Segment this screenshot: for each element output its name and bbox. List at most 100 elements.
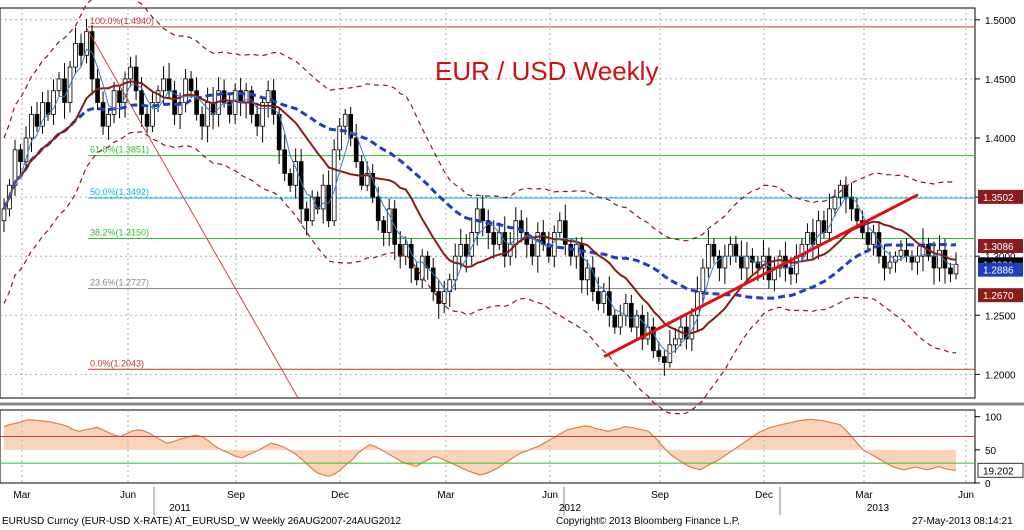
candle-body [711,243,717,257]
candle-body [695,291,700,316]
candle-body [1,208,7,222]
price-tag-bg [978,288,1023,303]
candle-body [106,113,111,127]
candle-body [18,149,23,163]
candle-body [56,78,62,92]
chart-footer: EURUSD Curncy (EUR-USD X-RATE) AT_EURUSD… [0,515,1024,530]
candle-body [304,208,309,222]
candle-body [51,90,56,115]
candle-body [590,267,596,293]
candle-body [199,113,205,127]
x-tick-label: Mar [855,490,873,501]
price-tag-bg [978,189,1023,204]
candle-body [188,78,194,92]
fib-level-label: 0.0%(1.2043) [90,358,144,368]
candle-body [662,356,667,363]
candle-body [359,161,365,186]
candle-body [386,208,392,233]
candle-body [117,90,122,103]
oscillator-line [3,418,957,478]
candle-body [948,267,953,275]
candle-body [364,173,370,186]
candle-body [816,220,821,245]
candle-body [755,261,761,269]
candle-body [29,113,34,139]
candle-body [337,125,342,151]
candle-body [601,291,607,304]
x-tick-label: Mar [13,490,31,501]
candle-body [485,220,491,233]
candle-body [744,255,750,269]
candle-body [84,31,89,56]
candle-body [62,78,67,103]
candle-body [133,66,139,92]
moving-average-long [2,91,957,300]
candle-body [375,196,381,222]
candle-body [403,243,409,257]
moving-average-short [3,48,957,355]
candle-body [612,314,618,328]
candle-body [78,43,84,56]
x-tick-label: Jun [120,490,136,501]
y-tick-label: 1.4500 [985,75,1016,86]
candle-body [656,350,662,358]
candle-body [265,90,271,103]
candle-body [931,255,937,269]
candle-body [700,267,706,293]
candle-body [452,255,458,281]
candle-body [161,78,166,92]
fib-level-label: 61.8%(1.3851) [90,145,149,155]
x-year-label: 2012 [559,503,582,514]
trend-line-decline [85,26,299,399]
candle-body [463,243,469,257]
lower-band [3,131,957,415]
oscillator-panel-frame [0,409,976,484]
candle-body [282,149,287,174]
candle-body [887,261,893,269]
candle-body [436,291,442,304]
fib-level-label: 50.0%(1.3492) [90,187,149,197]
candle-body [227,102,232,115]
candle-body [915,255,920,263]
candle-body [766,255,772,281]
candle-body [381,220,387,233]
moving-average-medium [3,80,957,335]
candle-body [205,102,210,127]
candle-body [100,102,106,127]
candle-body [34,113,40,127]
candle-body [40,102,45,127]
candle-body [122,78,128,103]
candle-body [172,90,177,115]
upper-band [3,0,957,242]
candle-body [865,232,871,245]
candle-body [353,137,359,163]
candle-body [177,102,183,115]
candle-body [739,255,744,269]
candle-body [73,43,78,68]
x-tick-label: Mar [437,490,455,501]
candle-body [777,255,783,269]
candle-body [535,232,541,257]
y-tick-label: 1.4000 [985,134,1016,145]
price-tag-label: 1.2670 [983,291,1014,302]
x-tick-label: Jun [542,490,558,501]
candle-body [166,78,172,92]
x-tick-label: Sep [227,490,245,501]
candle-body [706,243,711,269]
price-panel-frame [0,7,976,399]
x-tick-label: Jun [958,490,974,501]
fib-level-label: 38.2%(1.3150) [90,227,149,237]
x-year-label: 2011 [169,503,191,514]
candle-body [287,173,293,186]
candle-body [953,263,959,275]
candle-body [430,267,436,293]
y-tick-label: 1.2500 [985,311,1016,322]
candle-body [23,137,29,163]
candle-body [513,220,519,245]
y-tick-label: 1.2000 [985,370,1016,381]
candle-body [491,232,497,245]
candle-body [139,90,144,115]
candle-body [183,78,188,103]
candle-body [937,249,942,269]
